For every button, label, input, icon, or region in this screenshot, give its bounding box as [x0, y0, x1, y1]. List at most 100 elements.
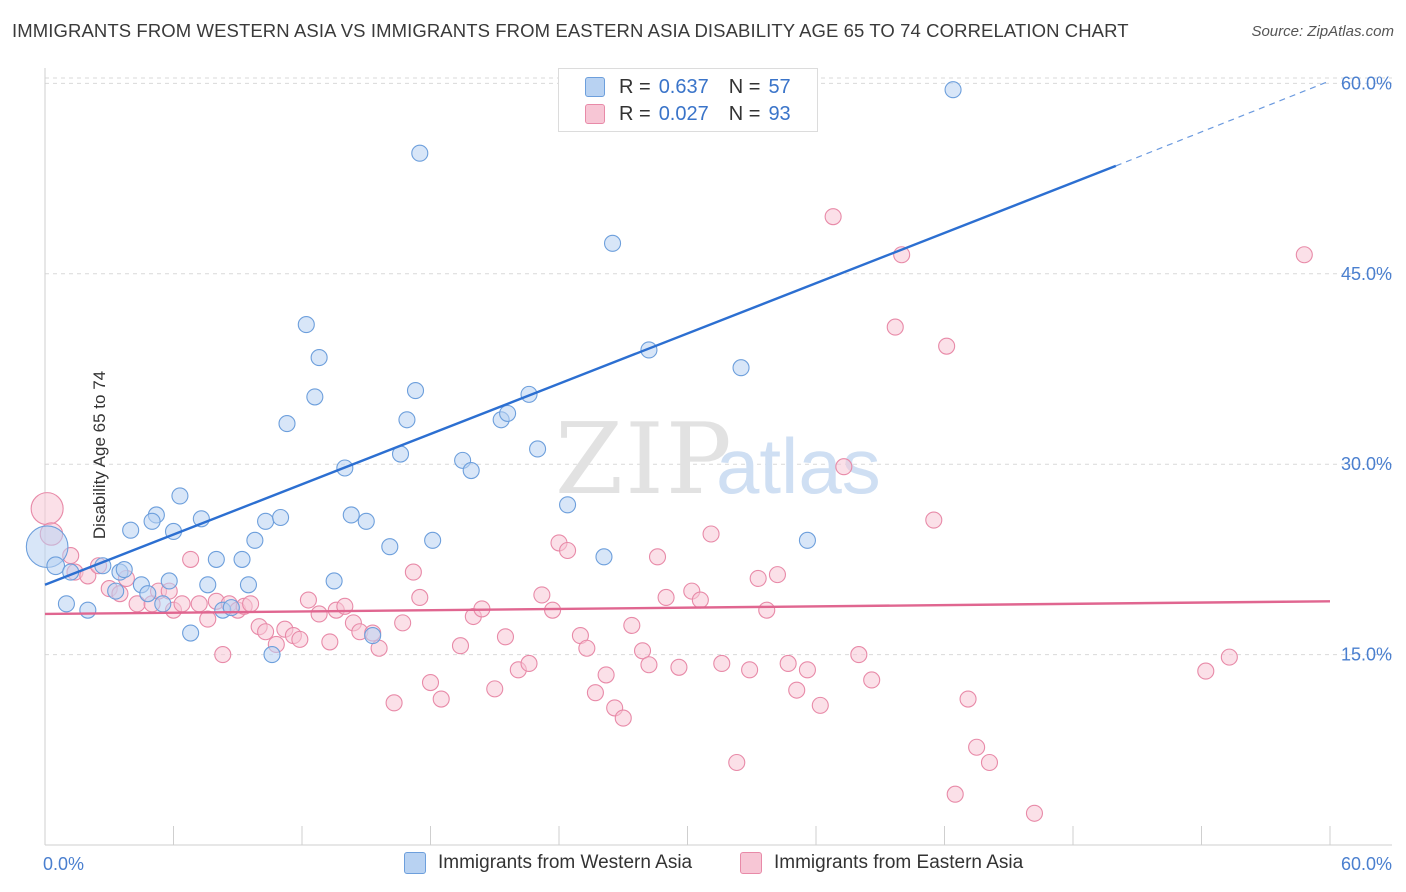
eastern-asia-point — [597, 666, 615, 684]
western-asia-point — [160, 572, 178, 590]
legend-row-western: R = 0.637 N = 57 — [585, 74, 791, 100]
western-asia-point — [499, 404, 517, 422]
eastern-asia-point — [578, 639, 596, 657]
western-asia-point — [257, 512, 275, 530]
western-asia-point — [143, 512, 161, 530]
eastern-asia-point — [798, 661, 816, 679]
legend-eastern-r: 0.027 — [658, 102, 709, 125]
western-asia-point — [529, 440, 547, 458]
eastern-asia-point — [980, 753, 999, 772]
eastern-asia-point — [886, 318, 904, 336]
eastern-asia-point — [533, 586, 551, 604]
western-asia-point — [57, 595, 75, 613]
eastern-asia-point — [559, 541, 577, 560]
western-asia-point — [122, 521, 140, 539]
eastern-asia-point — [321, 633, 339, 651]
watermark-zip: ZIP — [555, 403, 734, 517]
western-asia-point — [139, 585, 157, 603]
eastern-asia-point — [824, 208, 842, 226]
trend-lines — [44, 80, 1331, 616]
watermark: ZIP atlas — [555, 403, 881, 517]
western-asia-point — [246, 531, 264, 549]
eastern-asia-point — [657, 588, 675, 607]
western-asia-point — [559, 496, 577, 514]
eastern-asia-point — [520, 654, 538, 673]
series-legend-western-label: Immigrants from Western Asia — [438, 852, 693, 873]
source-credit: Source: ZipAtlas.com — [1251, 23, 1394, 40]
eastern-asia-point — [190, 595, 208, 613]
western-asia-point — [115, 560, 133, 579]
western-asia-point — [342, 506, 360, 524]
legend-r-label: R = — [619, 75, 651, 98]
eastern-asia-point — [586, 684, 604, 702]
eastern-asia-point — [788, 681, 806, 699]
eastern-trend-line — [44, 600, 1331, 616]
eastern-asia-point — [623, 616, 641, 634]
eastern-asia-point — [850, 646, 868, 664]
x-tick-label: 0.0% — [43, 854, 84, 874]
eastern-asia-point — [1220, 648, 1238, 666]
eastern-asia-point — [713, 654, 731, 673]
eastern-asia-point — [299, 591, 317, 609]
eastern-asia-point — [291, 630, 309, 648]
legend-western-r: 0.637 — [658, 75, 709, 98]
chart-title: IMMIGRANTS FROM WESTERN ASIA VS IMMIGRAN… — [12, 20, 1129, 41]
legend-r-label: R = — [619, 102, 651, 125]
eastern-asia-point — [411, 588, 429, 607]
eastern-asia-point — [451, 637, 470, 655]
western-asia-point — [411, 144, 429, 162]
eastern-asia-point — [257, 623, 275, 641]
western-asia-point — [595, 548, 613, 566]
eastern-asia-point — [199, 610, 217, 628]
western-asia-point — [233, 550, 251, 568]
correlation-legend: R = 0.637 N = 57 R = 0.027 N = 93 — [558, 68, 818, 132]
western-asia-point — [798, 531, 816, 549]
y-tick-label: 60.0% — [1341, 73, 1392, 93]
western-asia-point — [381, 538, 399, 556]
eastern-asia-point — [496, 628, 515, 646]
eastern-asia-point — [182, 550, 200, 568]
axes — [44, 68, 1392, 846]
western-asia-point — [207, 550, 225, 568]
western-asia-point — [462, 461, 480, 480]
western-asia-point — [306, 388, 324, 406]
series-legend-western: Immigrants from Western Asia — [404, 852, 692, 874]
eastern-asia-point — [835, 458, 853, 476]
y-tick-label: 15.0% — [1341, 645, 1392, 665]
western-asia-point — [278, 415, 296, 433]
eastern-asia-point — [242, 595, 260, 613]
western-asia-point — [199, 576, 217, 594]
eastern-asia-point — [811, 696, 829, 714]
eastern-asia-point — [728, 753, 746, 772]
eastern-asia-point — [633, 642, 652, 660]
eastern-asia-point — [385, 694, 403, 712]
grid-lines — [45, 77, 1392, 656]
eastern-asia-point — [640, 656, 658, 674]
eastern-asia-point — [779, 654, 797, 673]
eastern-asia-point — [741, 661, 759, 679]
series-legend-eastern: Immigrants from Eastern Asia — [740, 852, 1023, 874]
eastern-asia-point — [214, 646, 232, 664]
western-swatch — [585, 77, 605, 97]
western-asia-point — [603, 234, 622, 252]
series-legend-eastern-label: Immigrants from Eastern Asia — [774, 852, 1024, 873]
western-asia-point — [182, 624, 200, 642]
eastern-swatch — [585, 104, 605, 124]
western-asia-point — [944, 81, 962, 99]
eastern-asia-point — [173, 595, 191, 613]
western-asia-point — [357, 512, 375, 530]
western-asia-point — [297, 316, 315, 334]
western-trend-extension — [1115, 80, 1331, 167]
legend-n-label: N = — [728, 75, 761, 98]
watermark-atlas: atlas — [716, 422, 881, 510]
legend-eastern-n: 93 — [768, 102, 791, 125]
western-asia-point — [171, 487, 189, 505]
eastern-asia-point — [938, 337, 956, 355]
eastern-asia-point — [404, 563, 422, 581]
eastern-asia-point — [959, 690, 977, 708]
eastern-asia-point — [702, 525, 720, 543]
western-asia-point — [239, 576, 258, 594]
western-asia-point — [424, 531, 442, 549]
western-trend-line — [44, 164, 1117, 586]
